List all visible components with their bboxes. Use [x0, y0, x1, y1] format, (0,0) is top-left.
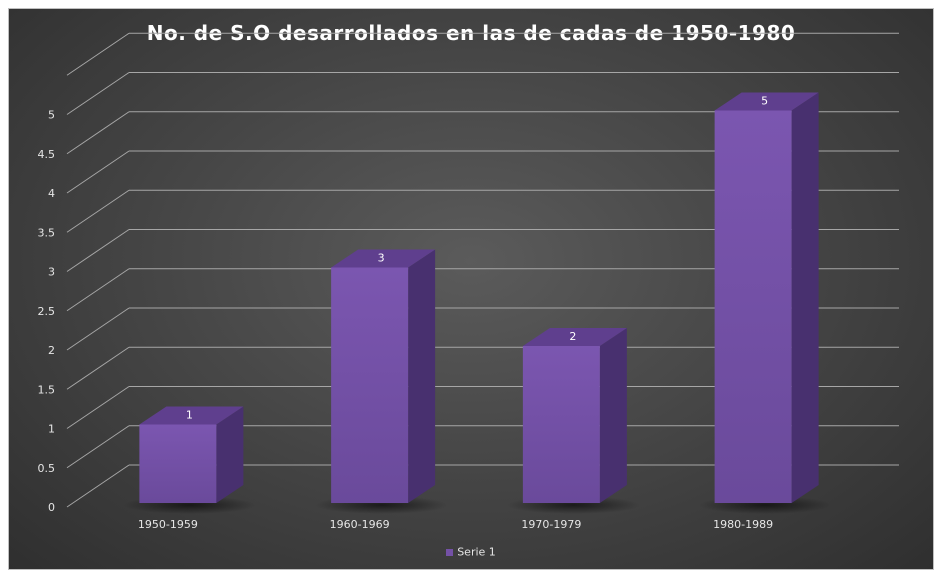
- gridline-diagonal: [66, 307, 130, 351]
- y-tick-label: 2.5: [38, 305, 56, 318]
- data-label: 3: [378, 252, 385, 265]
- y-tick-label: 5: [48, 109, 55, 122]
- data-label: 5: [761, 95, 768, 108]
- bar: [331, 267, 409, 503]
- y-tick-label: 4: [48, 187, 55, 200]
- y-tick-label: 0: [48, 501, 55, 514]
- gridline-diagonal: [66, 464, 130, 508]
- gridline-diagonal: [66, 150, 130, 194]
- chart-frame: No. de S.O desarrollados en las de cadas…: [8, 8, 934, 570]
- gridline-diagonal: [66, 72, 130, 115]
- legend: Serie 1: [9, 545, 933, 559]
- bar: [522, 346, 600, 503]
- data-label: 2: [569, 330, 576, 343]
- bar-top: [714, 92, 819, 111]
- y-tick-label: 1: [48, 423, 55, 436]
- gridline-diagonal: [66, 346, 130, 390]
- legend-swatch: [446, 548, 454, 556]
- x-tick-label: 1950-1959: [138, 518, 198, 531]
- bar-side: [216, 406, 244, 503]
- y-tick-label: 4.5: [38, 148, 56, 161]
- gridline-diagonal: [66, 425, 130, 469]
- y-tick-label: 2: [48, 344, 55, 357]
- gridline-diagonal: [66, 229, 130, 272]
- data-label: 1: [186, 409, 193, 422]
- y-axis: 0 0.5 1 1.5 2 2.5 3 3.5 4 4.5 5: [38, 109, 56, 515]
- bar: [139, 424, 217, 503]
- y-tick-label: 1.5: [38, 383, 56, 396]
- x-tick-label: 1980-1989: [713, 518, 773, 531]
- bar-side: [408, 249, 436, 503]
- legend-label: Serie 1: [457, 545, 496, 559]
- bar-side: [599, 328, 627, 503]
- bar-top: [331, 249, 436, 268]
- gridline-diagonal: [66, 111, 130, 155]
- gridline-diagonal: [66, 32, 130, 76]
- x-tick-label: 1960-1969: [330, 518, 390, 531]
- x-tick-label: 1970-1979: [521, 518, 581, 531]
- y-tick-label: 0.5: [38, 462, 56, 475]
- bar-side: [791, 92, 819, 503]
- bar-top: [139, 406, 244, 425]
- y-tick-label: 3: [48, 266, 55, 279]
- chart-plot: 0 0.5 1 1.5 2 2.5 3 3.5 4 4.5 5 1 3 2 5 1950-1959 1960…: [38, 32, 899, 531]
- bars: 1 3 2 5: [123, 92, 832, 514]
- y-tick-label: 3.5: [38, 226, 56, 239]
- bar-top: [522, 328, 627, 346]
- gridline-diagonal: [66, 386, 130, 429]
- gridline-diagonal: [66, 268, 130, 312]
- x-axis: 1950-1959 1960-1969 1970-1979 1980-1989: [138, 518, 773, 531]
- gridline-diagonal: [66, 189, 130, 233]
- bar: [714, 110, 792, 503]
